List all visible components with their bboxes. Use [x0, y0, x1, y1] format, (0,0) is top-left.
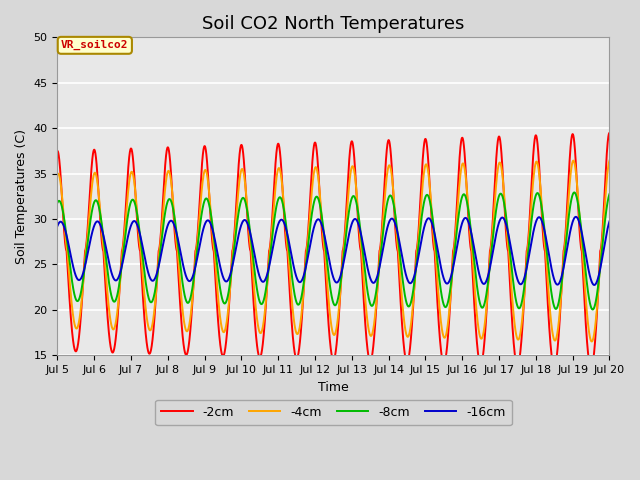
-8cm — [264, 269, 272, 275]
-16cm — [54, 223, 61, 229]
-4cm — [605, 158, 613, 164]
Line: -2cm: -2cm — [58, 133, 609, 368]
-8cm — [413, 262, 420, 267]
-2cm — [54, 148, 61, 154]
-16cm — [465, 222, 473, 228]
-16cm — [605, 219, 613, 225]
-8cm — [154, 270, 161, 276]
-4cm — [413, 256, 420, 262]
-8cm — [589, 307, 596, 312]
-2cm — [413, 248, 420, 253]
-8cm — [605, 192, 613, 197]
-2cm — [264, 261, 272, 266]
-8cm — [54, 200, 61, 206]
-16cm — [413, 264, 420, 270]
Line: -16cm: -16cm — [58, 217, 609, 285]
-16cm — [385, 221, 392, 227]
Line: -8cm: -8cm — [58, 192, 609, 310]
-2cm — [154, 264, 161, 270]
-16cm — [508, 247, 515, 252]
X-axis label: Time: Time — [318, 381, 349, 394]
-16cm — [154, 267, 161, 273]
-8cm — [385, 195, 392, 201]
-8cm — [465, 214, 473, 220]
-16cm — [264, 267, 272, 273]
-4cm — [54, 171, 61, 177]
-4cm — [465, 219, 473, 225]
-8cm — [570, 190, 578, 195]
-2cm — [385, 137, 392, 143]
Line: -4cm: -4cm — [58, 161, 609, 341]
Text: VR_soilco2: VR_soilco2 — [61, 40, 129, 50]
-4cm — [264, 267, 272, 273]
-2cm — [465, 231, 473, 237]
-16cm — [591, 282, 598, 288]
-4cm — [508, 282, 515, 288]
-16cm — [572, 214, 580, 220]
-2cm — [508, 305, 515, 311]
Title: Soil CO2 North Temperatures: Soil CO2 North Temperatures — [202, 15, 465, 33]
-8cm — [508, 262, 515, 267]
-2cm — [605, 130, 613, 136]
Y-axis label: Soil Temperatures (C): Soil Temperatures (C) — [15, 129, 28, 264]
Legend: -2cm, -4cm, -8cm, -16cm: -2cm, -4cm, -8cm, -16cm — [155, 400, 511, 425]
-2cm — [587, 365, 595, 371]
-4cm — [588, 338, 596, 344]
-4cm — [385, 164, 392, 169]
-4cm — [570, 158, 577, 164]
-4cm — [154, 270, 161, 276]
